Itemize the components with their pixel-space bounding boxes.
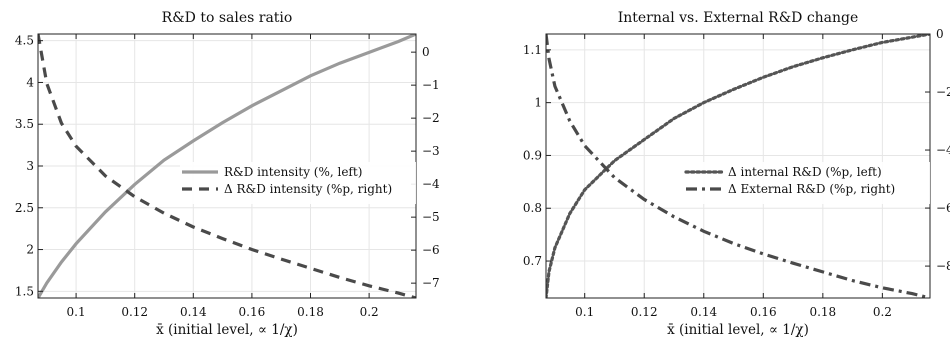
chart-rd-to-sales: 0.1 0.12 0.14 0.16 0.18 0.2 1.5 2 2.5 3 3.5 4 4.5 0 −1…: [15, 10, 440, 338]
y-tick-label: 4.5: [15, 34, 34, 48]
y2-tick-label: −8: [936, 259, 950, 273]
chart-internal-external: 0.1 0.12 0.14 0.16 0.18 0.2 0.7 0.8 0.9 1 1.1 0 −2 −4…: [523, 10, 950, 338]
series-line-1: [546, 34, 930, 298]
legend-label: Δ internal R&D (%p, left): [728, 165, 882, 179]
y2-tick-label: −4: [422, 177, 440, 191]
y-tick-label: 2.5: [15, 201, 34, 215]
y2-tick-label: −2: [422, 111, 440, 125]
y2-tick-label: −6: [936, 201, 950, 215]
y-tick-label: 0.9: [523, 148, 542, 162]
y-tick-label: 0.8: [523, 201, 542, 215]
legend-label: R&D intensity (%, left): [224, 165, 362, 179]
y-tick-label: 4: [26, 75, 34, 89]
y-tick-label: 0.7: [523, 254, 542, 268]
chart-title: Internal vs. External R&D change: [618, 10, 859, 26]
x-axis-label: x̄ (initial level, ∝ 1/χ): [156, 322, 298, 338]
x-tick-label: 0.2: [873, 305, 892, 319]
y2-tick-label: −6: [422, 243, 440, 257]
x-tick-label: 0.14: [180, 305, 207, 319]
y2-tick-label: 0: [936, 27, 944, 41]
legend: Δ internal R&D (%p, left) Δ External R&D …: [684, 162, 930, 204]
x-tick-label: 0.12: [121, 305, 148, 319]
x-tick-label: 0.18: [297, 305, 324, 319]
x-tick-label: 0.2: [360, 305, 379, 319]
y-tick-label: 3: [26, 159, 34, 173]
legend-label: Δ R&D intensity (%p, right): [224, 182, 392, 196]
legend-label: Δ External R&D (%p, right): [728, 182, 895, 196]
y-tick-label: 1: [534, 96, 542, 110]
chart-title: R&D to sales ratio: [162, 10, 293, 26]
y2-tick-label: −1: [422, 78, 440, 92]
x-tick-label: 0.12: [631, 305, 658, 319]
y2-tick-label: −4: [936, 143, 950, 157]
x-axis-label: x̄ (initial level, ∝ 1/χ): [667, 322, 809, 338]
x-tick-label: 0.16: [750, 305, 777, 319]
series-line-1: [38, 34, 416, 298]
legend: R&D intensity (%, left) Δ R&D intensity (…: [180, 162, 416, 204]
x-tick-label: 0.1: [575, 305, 594, 319]
y2-tick-label: 0: [422, 45, 430, 59]
x-tick-label: 0.14: [690, 305, 717, 319]
y2-tick-label: −7: [422, 276, 440, 290]
series-line-2: [546, 34, 930, 298]
y2-tick-label: −5: [422, 210, 440, 224]
y-tick-label: 2: [26, 243, 34, 257]
y-tick-label: 3.5: [15, 117, 34, 131]
y-tick-label: 1.1: [523, 43, 542, 57]
y-tick-label: 1.5: [15, 284, 34, 298]
x-tick-label: 0.1: [67, 305, 86, 319]
y2-tick-label: −3: [422, 144, 440, 158]
x-tick-label: 0.16: [239, 305, 266, 319]
x-tick-label: 0.18: [809, 305, 836, 319]
y2-tick-label: −2: [936, 85, 950, 99]
series-line-2: [38, 34, 416, 298]
